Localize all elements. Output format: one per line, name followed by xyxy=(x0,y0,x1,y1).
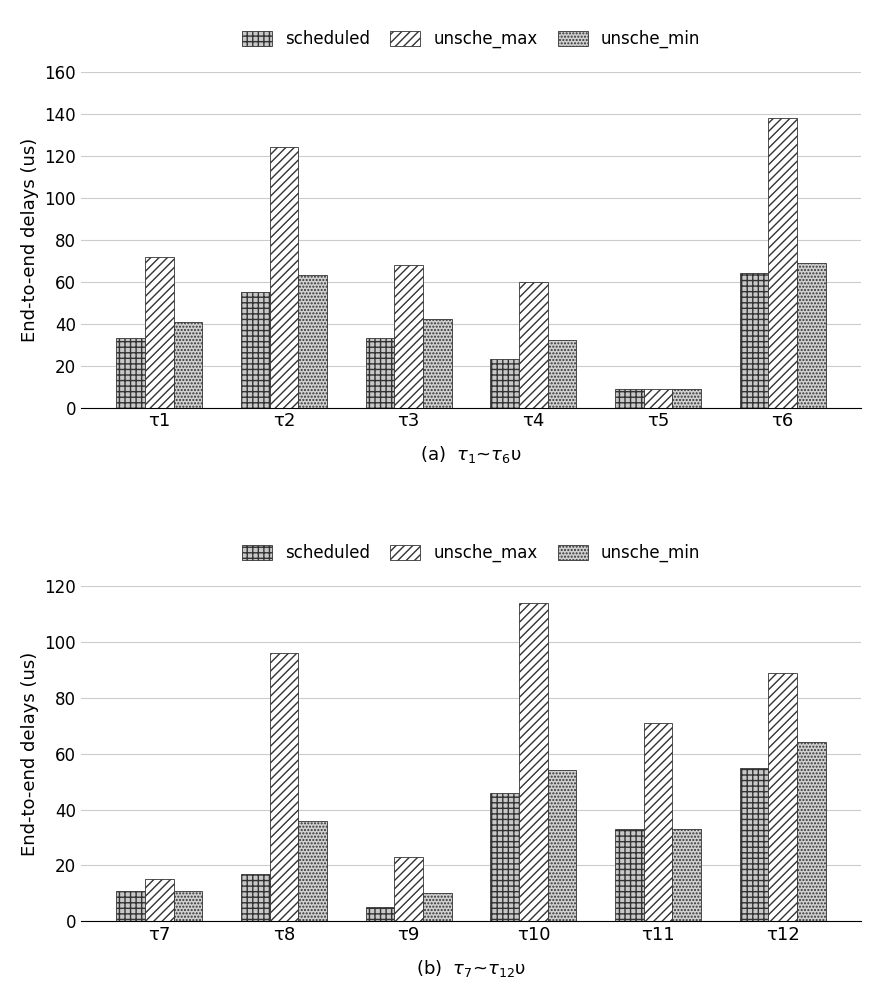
Bar xyxy=(241,292,270,408)
Bar xyxy=(241,874,270,921)
Bar xyxy=(797,263,826,408)
Bar xyxy=(174,891,203,921)
Bar xyxy=(548,340,577,408)
Y-axis label: End-to-end delays (us): End-to-end delays (us) xyxy=(21,652,39,856)
Bar xyxy=(548,770,577,921)
Bar xyxy=(423,319,452,408)
Bar xyxy=(490,793,519,921)
X-axis label: (a)  $\tau_1$~$\tau_6$υ: (a) $\tau_1$~$\tau_6$υ xyxy=(421,444,522,465)
X-axis label: (b)  $\tau_7$~$\tau_{12}$υ: (b) $\tau_7$~$\tau_{12}$υ xyxy=(416,958,526,979)
Bar xyxy=(644,389,672,408)
Bar xyxy=(423,893,452,921)
Y-axis label: End-to-end delays (us): End-to-end delays (us) xyxy=(21,138,39,342)
Legend: scheduled, unsche_max, unsche_min: scheduled, unsche_max, unsche_min xyxy=(235,23,707,55)
Bar xyxy=(270,147,298,408)
Bar xyxy=(797,742,826,921)
Bar xyxy=(644,723,672,921)
Bar xyxy=(174,322,203,408)
Bar xyxy=(394,265,423,408)
Legend: scheduled, unsche_max, unsche_min: scheduled, unsche_max, unsche_min xyxy=(235,537,707,569)
Bar xyxy=(298,275,327,408)
Bar xyxy=(740,273,768,408)
Bar xyxy=(768,118,797,408)
Bar xyxy=(146,879,174,921)
Bar xyxy=(490,359,519,408)
Bar xyxy=(146,257,174,408)
Bar xyxy=(740,768,768,921)
Bar xyxy=(366,338,394,408)
Bar xyxy=(519,282,548,408)
Bar xyxy=(394,857,423,921)
Bar xyxy=(366,907,394,921)
Bar xyxy=(615,389,644,408)
Bar xyxy=(615,829,644,921)
Bar xyxy=(116,891,146,921)
Bar xyxy=(768,673,797,921)
Bar xyxy=(298,821,327,921)
Bar xyxy=(672,389,701,408)
Bar xyxy=(270,653,298,921)
Bar xyxy=(116,338,146,408)
Bar xyxy=(519,603,548,921)
Bar xyxy=(672,829,701,921)
